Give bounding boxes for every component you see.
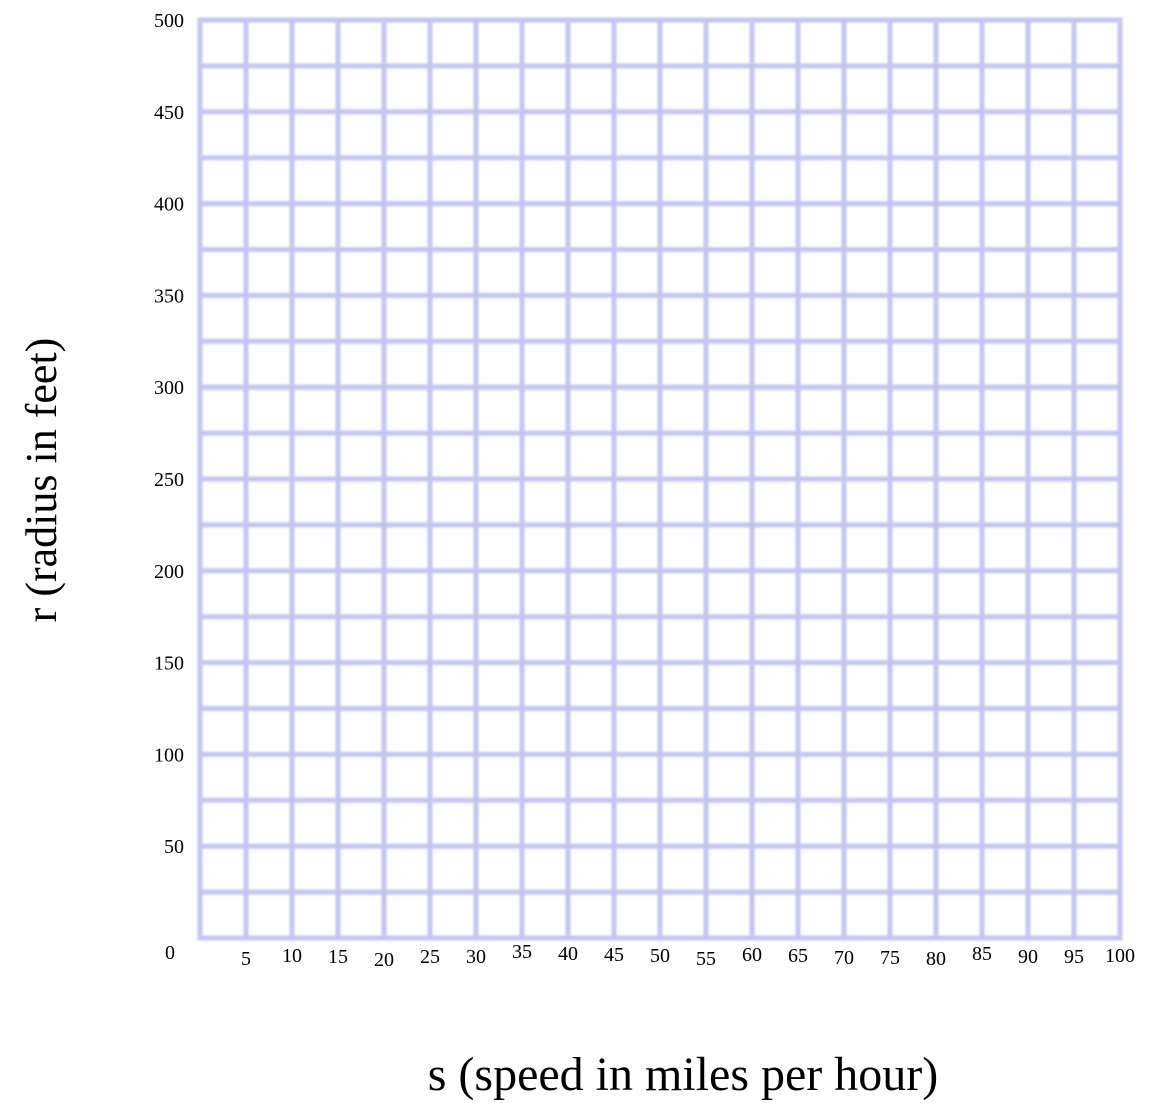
x-tick-label: 5 [241, 948, 251, 970]
x-tick-label: 40 [558, 943, 578, 965]
x-tick-label: 85 [972, 943, 992, 965]
x-tick-label: 20 [374, 949, 394, 971]
x-tick-label: 0 [165, 942, 175, 964]
x-tick-label: 100 [1105, 945, 1135, 967]
x-tick-label: 90 [1018, 946, 1038, 968]
x-axis-title: s (speed in miles per hour) [428, 1048, 939, 1101]
y-axis-tick-labels: 50 100 150 200 250 300 350 400 450 500 [154, 10, 184, 858]
y-tick-label: 400 [154, 194, 184, 216]
x-tick-label: 15 [328, 946, 348, 968]
y-tick-label: 100 [154, 744, 184, 766]
y-tick-label: 250 [154, 469, 184, 491]
y-tick-label: 450 [154, 102, 184, 124]
grid-lines [197, 17, 1123, 941]
x-tick-label: 60 [742, 944, 762, 966]
x-tick-label: 65 [788, 945, 808, 967]
x-tick-label: 55 [696, 948, 716, 970]
x-axis-tick-labels: 0 5 10 15 20 25 30 35 40 45 50 55 60 65 70 75 80 85 90 95 10… [165, 941, 1135, 971]
x-tick-label: 75 [880, 947, 900, 969]
y-tick-label: 300 [154, 377, 184, 399]
x-tick-label: 25 [420, 946, 440, 968]
y-tick-label: 350 [154, 285, 184, 307]
x-tick-label: 30 [466, 946, 486, 968]
y-tick-label: 150 [154, 653, 184, 675]
y-tick-label: 500 [154, 10, 184, 32]
x-tick-label: 10 [282, 945, 302, 967]
x-tick-label: 80 [926, 948, 946, 970]
x-tick-label: 45 [604, 944, 624, 966]
y-axis-title: r (radius in feet) [17, 338, 66, 623]
y-tick-label: 50 [164, 836, 184, 858]
x-tick-label: 35 [512, 941, 532, 963]
x-tick-label: 70 [834, 947, 854, 969]
x-tick-label: 95 [1064, 946, 1084, 968]
y-tick-label: 200 [154, 561, 184, 583]
x-tick-label: 50 [650, 945, 670, 967]
